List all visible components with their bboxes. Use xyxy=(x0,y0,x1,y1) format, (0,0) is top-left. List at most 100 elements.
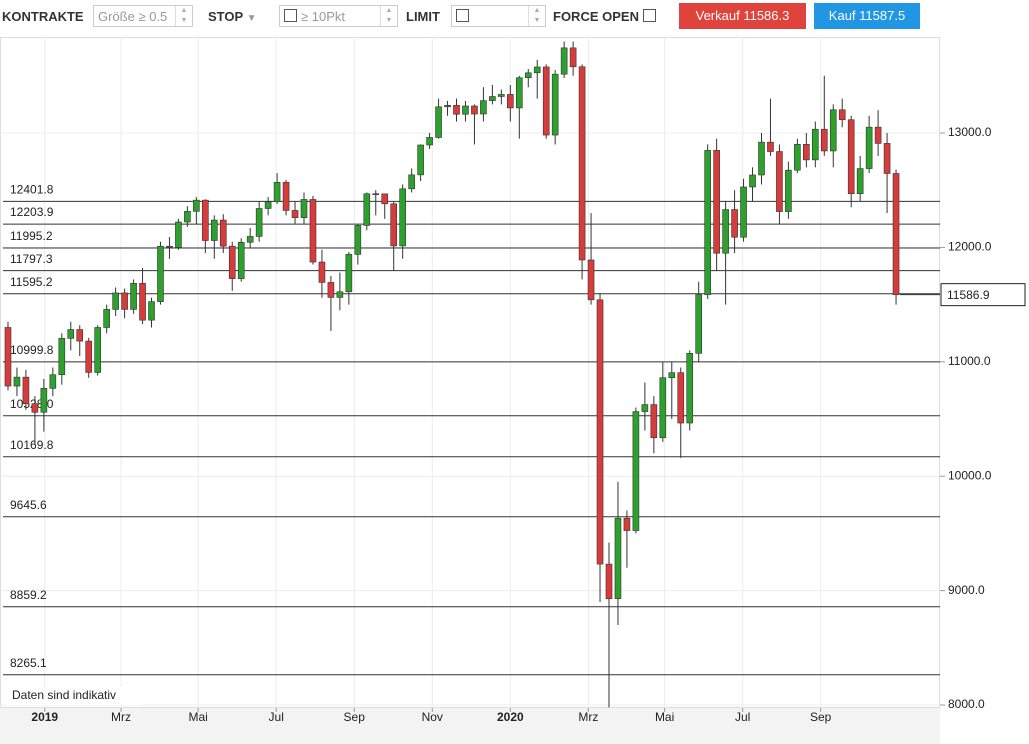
candle-body xyxy=(515,77,523,109)
candle-body xyxy=(166,245,173,248)
candle-body xyxy=(273,181,281,203)
candle-body xyxy=(31,403,39,413)
candle-body xyxy=(569,47,577,68)
candle-body xyxy=(381,193,389,205)
candle-body xyxy=(58,338,66,376)
candle-body xyxy=(264,201,272,209)
contracts-label: KONTRAKTE xyxy=(2,9,84,24)
candle-body xyxy=(596,299,604,565)
level-label: 8265.1 xyxy=(10,656,47,670)
candle-body xyxy=(695,294,702,354)
candle-body xyxy=(435,106,442,138)
candle-body xyxy=(76,329,84,342)
note-bg xyxy=(6,687,142,705)
candle-body xyxy=(202,199,209,241)
candle-body xyxy=(524,72,532,79)
current-price-label: 11586.9 xyxy=(947,288,990,302)
spinner[interactable]: ▲ ▼ xyxy=(175,6,192,26)
level-label: 11595.2 xyxy=(10,275,53,289)
candle-body xyxy=(632,411,640,531)
candle-body xyxy=(803,144,810,161)
current-price-box xyxy=(940,283,1026,307)
limit-input[interactable]: ▲ ▼ xyxy=(451,5,546,27)
x-tick-label: Mrz xyxy=(578,710,598,724)
checkbox[interactable] xyxy=(642,9,656,22)
x-tick-label: Nov xyxy=(422,710,443,724)
level-label: 8859.2 xyxy=(10,588,47,602)
candle-body xyxy=(542,66,550,136)
candle-body xyxy=(820,128,828,152)
force-open-label: FORCE OPEN xyxy=(553,9,639,24)
candle-body xyxy=(874,126,882,144)
level-label: 12203.9 xyxy=(10,205,54,219)
candle-body xyxy=(758,141,765,176)
candle-body xyxy=(462,105,469,115)
candle-body xyxy=(309,199,317,263)
candle-body xyxy=(49,374,57,389)
level-label: 11797.3 xyxy=(10,252,53,266)
candle-body xyxy=(812,128,819,161)
candle-body xyxy=(336,291,344,298)
stop-label[interactable]: STOP ▼ xyxy=(208,9,257,24)
candle-body xyxy=(354,225,362,255)
candle-body xyxy=(533,66,541,74)
candle-body xyxy=(4,327,12,387)
candle-body xyxy=(157,245,164,302)
candle-body xyxy=(40,388,48,413)
candle-body xyxy=(856,168,864,195)
candle-body xyxy=(829,109,837,152)
x-tick-label: Mai xyxy=(188,710,207,724)
candle-body xyxy=(865,126,873,169)
candle-body xyxy=(686,353,694,424)
candle-body xyxy=(112,292,119,310)
x-tick-label: 2019 xyxy=(31,710,58,724)
candle-body xyxy=(390,203,398,247)
candle-body xyxy=(228,245,236,279)
candle-body xyxy=(255,208,263,237)
x-tick-label: Mrz xyxy=(111,710,131,724)
candle-body xyxy=(794,144,801,171)
candle-body xyxy=(560,47,568,75)
level-label: 9645.6 xyxy=(10,498,47,512)
candle-body xyxy=(193,199,200,212)
candle-body xyxy=(345,254,353,293)
spinner[interactable]: ▲ ▼ xyxy=(380,6,397,26)
candle-body xyxy=(749,174,756,188)
level-label: 10169.8 xyxy=(10,438,54,452)
y-tick-label: 12000.0 xyxy=(948,240,992,254)
y-tick-label: 10000.0 xyxy=(948,468,992,482)
buy-button[interactable]: Kauf 11587.5 xyxy=(814,3,920,29)
spinner[interactable]: ▲ ▼ xyxy=(528,6,545,26)
candle-body xyxy=(677,372,685,424)
checkbox[interactable] xyxy=(284,9,297,22)
stop-points-input[interactable]: ≥ 10Pkt ▲ ▼ xyxy=(279,5,398,27)
candle-body xyxy=(130,283,137,310)
candle-body xyxy=(740,186,747,238)
candle-body xyxy=(175,221,182,248)
candle-body xyxy=(103,309,110,328)
stop-points-placeholder: ≥ 10Pkt xyxy=(301,9,345,24)
candle-body xyxy=(453,105,460,115)
candle-body xyxy=(139,283,146,321)
candle-body xyxy=(731,209,738,238)
force-open[interactable]: FORCE OPEN xyxy=(553,9,660,24)
sell-button[interactable]: Verkauf 11586.3 xyxy=(679,3,806,29)
x-tick-label: Jul xyxy=(269,710,284,724)
candle-body xyxy=(372,193,380,196)
y-tick-label: 8000.0 xyxy=(948,697,985,711)
candle-body xyxy=(480,100,487,115)
size-input[interactable]: Größe ≥ 0.5 ▲ ▼ xyxy=(93,5,193,27)
candle-body xyxy=(659,377,667,439)
x-tick-label: Jul xyxy=(735,710,750,724)
note: Daten sind indikativ xyxy=(12,688,116,702)
candle-body xyxy=(444,105,451,108)
candle-body xyxy=(776,151,783,212)
candle-body xyxy=(94,327,101,373)
candle-body xyxy=(883,143,891,174)
candle-body xyxy=(408,174,415,190)
checkbox[interactable] xyxy=(456,9,469,22)
candle-body xyxy=(614,517,622,600)
candle-body xyxy=(847,119,855,195)
